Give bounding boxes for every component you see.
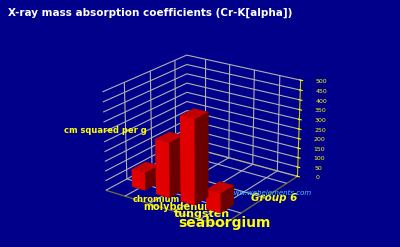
Text: X-ray mass absorption coefficients (Cr-K[alpha]): X-ray mass absorption coefficients (Cr-K…: [8, 7, 292, 18]
